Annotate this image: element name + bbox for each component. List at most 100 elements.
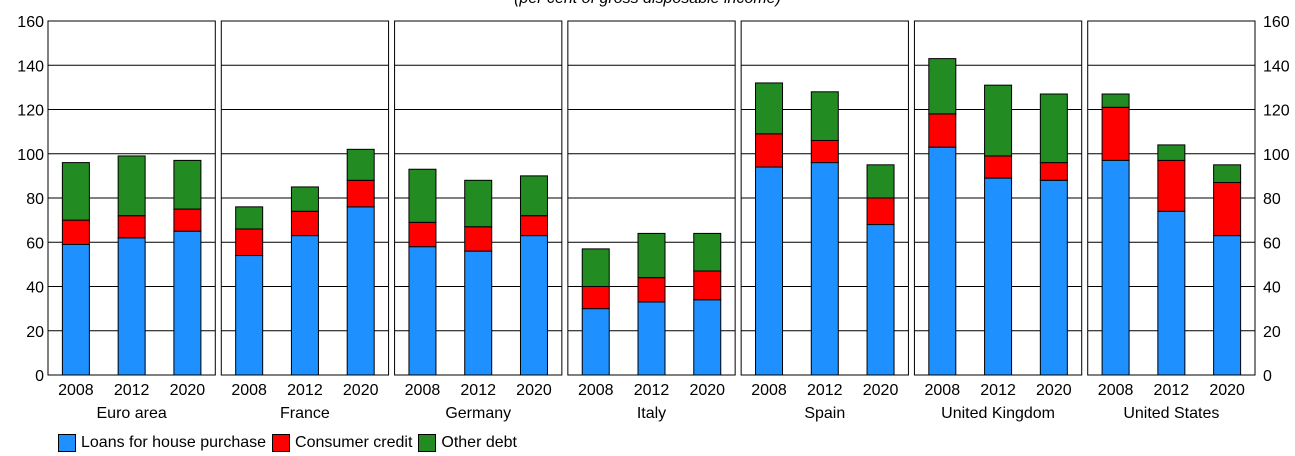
bar-consumer-2008 [408,221,437,248]
y-tick-label-left: 160 [17,14,44,31]
bar-loans-2020 [1213,235,1242,376]
bar-loans-2012 [290,235,319,376]
bar-loans-2008 [61,243,90,376]
bar-other-2012 [810,91,839,141]
bar-other-2020 [693,232,722,272]
y-tick-label-left: 20 [26,324,44,341]
panel-frame [567,20,736,376]
x-tick-label: 2012 [807,382,843,399]
x-tick-label: 2008 [578,382,614,399]
bar-other-2012 [290,186,319,212]
bar-other-2020 [866,164,895,199]
bar-loans-2008 [408,246,437,376]
x-tick-label: 2012 [114,382,150,399]
x-tick-label: 2020 [1209,382,1245,399]
bar-loans-2020 [1039,179,1068,376]
y-tick-label-left: 120 [17,103,44,120]
bar-consumer-2008 [755,133,784,168]
x-tick-label: 2012 [287,382,323,399]
bar-loans-2012 [637,301,666,376]
y-tick-label-right: 80 [1263,191,1281,208]
group-label: Italy [637,405,666,422]
legend-item-consumer: Consumer credit [272,434,412,452]
bar-consumer-2008 [581,286,610,310]
bar-other-2020 [1039,93,1068,164]
bar-other-2012 [1157,144,1186,161]
x-tick-label: 2020 [343,382,379,399]
group-label: Germany [445,405,511,422]
x-tick-label: 2008 [751,382,787,399]
bar-other-2008 [408,168,437,223]
bar-loans-2020 [693,299,722,376]
bar-loans-2012 [117,237,146,376]
y-tick-label-right: 0 [1263,368,1272,385]
legend-swatch-loans [58,434,76,452]
panel-italy: 2008 2012 2020 Italy [567,20,736,422]
x-tick-label: 2012 [634,382,670,399]
bar-other-2008 [928,58,957,115]
legend-item-loans: Loans for house purchase [58,434,266,452]
bar-consumer-2012 [117,215,146,239]
x-tick-label: 2008 [58,382,94,399]
x-tick-label: 2008 [405,382,441,399]
bar-loans-2008 [755,166,784,376]
bar-other-2012 [117,155,146,217]
bar-other-2020 [519,175,548,217]
bar-loans-2012 [464,250,493,376]
legend-swatch-other [418,434,437,452]
y-tick-label-right: 20 [1263,324,1281,341]
bar-other-2008 [755,82,784,135]
y-tick-label-left: 100 [17,147,44,164]
bar-other-2008 [581,248,610,287]
bar-consumer-2008 [235,228,264,257]
panel-frame [1087,20,1256,376]
bar-other-2008 [235,206,264,230]
panel-spain: 2008 2012 2020 Spain [740,20,909,422]
group-label: Spain [804,405,845,422]
x-tick-label: 2008 [1098,382,1134,399]
bar-other-2020 [173,159,202,210]
bar-other-2008 [1101,93,1130,108]
group-label: Euro area [97,405,167,422]
panel-united-states: 2008 2012 2020 United States [1087,20,1256,422]
x-tick-label: 2020 [689,382,725,399]
panel-germany: 2008 2012 2020 Germany [394,20,563,422]
bar-consumer-2008 [1101,106,1130,161]
bar-other-2008 [61,162,90,221]
group-label: United Kingdom [941,405,1055,422]
y-tick-label-right: 100 [1263,147,1290,164]
bar-loans-2020 [866,224,895,376]
bar-loans-2008 [928,146,957,376]
panel-frame [394,20,563,376]
bar-loans-2008 [235,255,264,376]
x-tick-label: 2012 [460,382,496,399]
y-tick-label-left: 40 [26,280,44,297]
x-tick-label: 2008 [925,382,961,399]
bar-consumer-2012 [984,155,1013,179]
bar-loans-2012 [810,162,839,376]
panel-frame [740,20,909,376]
bar-loans-2008 [1101,159,1130,376]
bar-loans-2012 [1157,210,1186,376]
legend-label-consumer: Consumer credit [295,434,413,451]
bar-consumer-2020 [693,270,722,301]
panel-france: 2008 2012 2020 France [220,20,390,422]
x-tick-label: 2012 [980,382,1016,399]
group-label: France [280,405,330,422]
bar-consumer-2020 [866,197,895,226]
bar-consumer-2012 [290,210,319,237]
panel-frame [47,20,216,376]
bar-consumer-2008 [928,113,957,148]
legend-swatch-consumer [272,434,291,452]
bar-other-2012 [984,84,1013,157]
x-tick-label: 2020 [170,382,206,399]
x-tick-label: 2020 [863,382,899,399]
bar-consumer-2020 [519,215,548,237]
bar-other-2012 [637,232,666,279]
y-tick-label-right: 120 [1263,103,1290,120]
chart-legend: Loans for house purchase Consumer credit… [58,434,523,452]
group-label: United States [1123,405,1219,422]
bar-consumer-2012 [1157,159,1186,212]
bar-loans-2008 [581,308,610,376]
